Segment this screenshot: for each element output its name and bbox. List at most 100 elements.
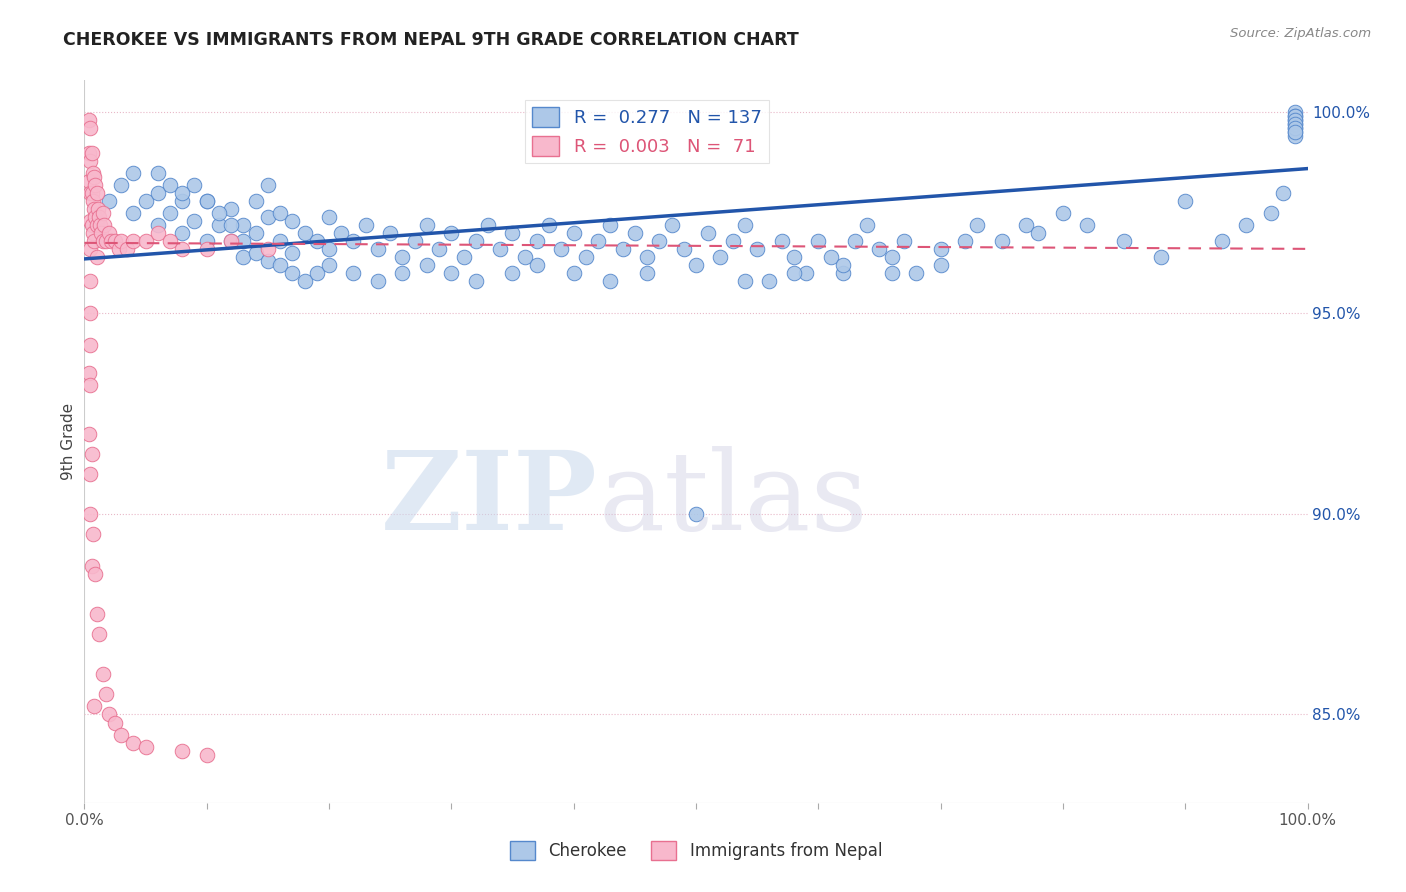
Point: [502, 226, 524, 240]
Point: [1028, 226, 1050, 240]
Point: [1284, 110, 1306, 124]
Point: [97, 707, 120, 722]
Point: [208, 206, 231, 220]
Text: CHEROKEE VS IMMIGRANTS FROM NEPAL 9TH GRADE CORRELATION CHART: CHEROKEE VS IMMIGRANTS FROM NEPAL 9TH GR…: [63, 31, 799, 49]
Point: [90, 226, 112, 240]
Point: [869, 242, 891, 256]
Point: [342, 266, 364, 280]
Point: [257, 242, 280, 256]
Point: [79, 186, 101, 200]
Point: [281, 246, 304, 260]
Point: [122, 166, 145, 180]
Point: [79, 214, 101, 228]
Point: [83, 169, 105, 184]
Point: [905, 266, 928, 280]
Point: [77, 174, 100, 188]
Point: [87, 210, 110, 224]
Point: [135, 739, 157, 754]
Point: [110, 178, 132, 192]
Point: [86, 218, 108, 232]
Point: [953, 234, 976, 248]
Point: [104, 234, 127, 248]
Point: [1284, 126, 1306, 140]
Y-axis label: 9th Grade: 9th Grade: [60, 403, 76, 480]
Point: [219, 202, 242, 216]
Point: [269, 206, 291, 220]
Point: [464, 274, 486, 288]
Point: [219, 218, 242, 232]
Point: [1272, 186, 1295, 200]
Point: [87, 202, 110, 216]
Point: [342, 234, 364, 248]
Point: [586, 234, 609, 248]
Point: [84, 210, 107, 224]
Point: [86, 186, 108, 200]
Point: [80, 446, 103, 460]
Point: [80, 145, 103, 160]
Point: [245, 194, 267, 208]
Point: [115, 242, 138, 256]
Point: [83, 202, 105, 216]
Point: [146, 226, 169, 240]
Point: [991, 234, 1014, 248]
Point: [770, 234, 793, 248]
Point: [624, 226, 647, 240]
Point: [86, 607, 108, 622]
Point: [1284, 113, 1306, 128]
Point: [159, 206, 181, 220]
Point: [562, 226, 585, 240]
Point: [893, 234, 915, 248]
Point: [391, 266, 413, 280]
Point: [305, 234, 328, 248]
Point: [91, 234, 114, 248]
Point: [77, 113, 100, 128]
Point: [82, 526, 104, 541]
Point: [575, 250, 598, 264]
Point: [1015, 218, 1038, 232]
Point: [79, 507, 101, 521]
Point: [318, 258, 340, 272]
Point: [122, 206, 145, 220]
Point: [83, 699, 105, 714]
Point: [77, 426, 100, 441]
Point: [661, 218, 683, 232]
Point: [79, 378, 101, 392]
Point: [1284, 113, 1306, 128]
Point: [97, 226, 120, 240]
Point: [159, 234, 181, 248]
Point: [734, 274, 756, 288]
Point: [146, 218, 169, 232]
Text: atlas: atlas: [598, 446, 868, 553]
Point: [966, 218, 988, 232]
Point: [820, 250, 842, 264]
Point: [159, 178, 181, 192]
Point: [208, 218, 231, 232]
Point: [380, 226, 402, 240]
Point: [79, 242, 101, 256]
Point: [100, 234, 122, 248]
Point: [1211, 234, 1233, 248]
Point: [86, 250, 108, 264]
Point: [1236, 218, 1258, 232]
Point: [538, 218, 561, 232]
Point: [232, 250, 254, 264]
Point: [82, 166, 104, 180]
Point: [232, 218, 254, 232]
Point: [1284, 105, 1306, 120]
Point: [269, 234, 291, 248]
Point: [84, 567, 107, 582]
Point: [232, 234, 254, 248]
Point: [831, 266, 853, 280]
Point: [96, 234, 118, 248]
Point: [550, 242, 572, 256]
Point: [734, 218, 756, 232]
Point: [80, 218, 103, 232]
Point: [685, 507, 707, 521]
Point: [1284, 118, 1306, 132]
Point: [1260, 206, 1282, 220]
Point: [318, 210, 340, 224]
Point: [172, 226, 194, 240]
Point: [135, 194, 157, 208]
Point: [354, 218, 377, 232]
Point: [1174, 194, 1197, 208]
